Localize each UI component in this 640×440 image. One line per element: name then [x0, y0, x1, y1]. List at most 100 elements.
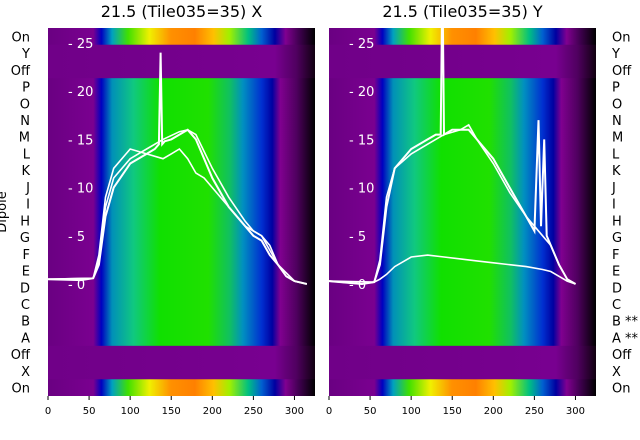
heatmap-row: [329, 78, 596, 96]
overlay-ytick-label: - 25: [349, 37, 374, 52]
heatmap-row: [329, 295, 596, 313]
row-label: E: [22, 265, 30, 280]
row-label: Off: [612, 348, 632, 363]
row-label: Off: [612, 64, 632, 79]
row-label: N: [20, 114, 30, 129]
row-label: O: [20, 97, 30, 112]
row-label: H: [612, 214, 622, 229]
xtick-label: 150: [443, 406, 462, 417]
overlay-ytick-label: - 20: [349, 85, 374, 100]
heatmap-row: [48, 212, 315, 230]
panel-x: - 0 - 5 - 10 - 15 - 20 - 25: [48, 28, 315, 396]
row-label: N: [612, 114, 622, 129]
overlay-ytick-label: - 20: [68, 85, 93, 100]
overlay-ytick-label: - 0: [349, 278, 366, 293]
row-label: E: [612, 265, 620, 280]
heatmap-row: [329, 128, 596, 146]
series-line-line1: [48, 52, 308, 285]
row-label: C: [21, 298, 30, 313]
heatmap-row: [329, 161, 596, 180]
xtick-label: 50: [83, 406, 96, 417]
heatmap-row: [329, 111, 596, 129]
overlay-ytick-label: - 5: [349, 230, 366, 245]
overlay-ytick-label: - 15: [68, 133, 93, 148]
row-label: B **: [612, 315, 639, 330]
heatmap-row: [48, 195, 315, 213]
heatmap-row: [48, 379, 315, 396]
xtick-label: 50: [364, 406, 377, 417]
xtick-label: 300: [566, 406, 585, 417]
heatmap-row: [329, 94, 596, 113]
row-label: G: [612, 231, 622, 246]
heatmap-row: [329, 312, 596, 330]
row-label: A: [21, 331, 30, 346]
row-label: P: [612, 81, 620, 96]
row-label: Y: [21, 47, 30, 62]
heatmap-row: [48, 61, 315, 79]
row-label: X: [21, 365, 30, 380]
row-label: F: [612, 248, 619, 263]
heatmap-row: [48, 128, 315, 146]
row-label: Off: [11, 348, 31, 363]
heatmap-row: [48, 345, 315, 364]
row-label: K: [21, 164, 30, 179]
heatmap-row: [329, 362, 596, 380]
overlay-ytick-label: - 10: [349, 182, 374, 197]
row-label: D: [612, 281, 622, 296]
heatmap-row: [48, 78, 315, 96]
heatmap-row: [329, 28, 596, 46]
row-label: K: [612, 164, 621, 179]
heatmap-row: [48, 295, 315, 313]
xtick-label: 100: [121, 406, 140, 417]
row-label: On: [12, 30, 30, 45]
heatmap-row: [48, 145, 315, 163]
heatmap-row: [48, 111, 315, 129]
series-line-line3: [48, 147, 307, 285]
row-label: M: [612, 131, 623, 146]
xtick-label: 0: [45, 406, 51, 417]
row-label: J: [611, 181, 616, 196]
row-label: O: [612, 97, 622, 112]
heatmap-row: [329, 245, 596, 263]
overlay-ytick-label: - 10: [68, 182, 93, 197]
heatmap-row: [48, 262, 315, 280]
heatmap-row: [48, 278, 315, 297]
row-label: D: [20, 281, 30, 296]
heatmap-row: [48, 178, 315, 196]
heatmap-row: [48, 362, 315, 380]
row-label: I: [612, 198, 616, 213]
overlay-ytick-label: - 5: [68, 230, 85, 245]
row-label: C: [612, 298, 621, 313]
row-label: L: [612, 147, 620, 162]
xtick-label: 150: [162, 406, 181, 417]
row-label: L: [23, 147, 31, 162]
heatmap-row: [48, 161, 315, 180]
series-line-line1: [329, 28, 577, 286]
xtick-label: 200: [484, 406, 503, 417]
row-label: Off: [11, 64, 31, 79]
heatmap: [48, 28, 315, 396]
heatmap-row: [48, 329, 315, 347]
row-label: P: [22, 81, 30, 96]
row-label: A **: [612, 331, 639, 346]
heatmap: [329, 28, 596, 396]
heatmap-row: [329, 195, 596, 213]
y-axis-label: Dipole: [0, 191, 10, 232]
heatmap-row: [329, 329, 596, 347]
heatmap-row: [48, 44, 315, 62]
heatmap-row: [329, 262, 596, 280]
xtick-label: 250: [244, 406, 263, 417]
row-label: M: [19, 131, 30, 146]
row-label: B: [21, 315, 30, 330]
heatmap-row: [48, 312, 315, 330]
row-label: G: [20, 231, 30, 246]
xtick-label: 300: [285, 406, 304, 417]
row-label: I: [26, 198, 30, 213]
chart-title: 21.5 (Tile035=35) Y: [382, 2, 543, 21]
heatmap-row: [329, 212, 596, 230]
heatmap-row: [329, 379, 596, 396]
heatmap-row: [329, 61, 596, 79]
heatmap-row: [48, 228, 315, 246]
heatmap-row: [329, 178, 596, 196]
